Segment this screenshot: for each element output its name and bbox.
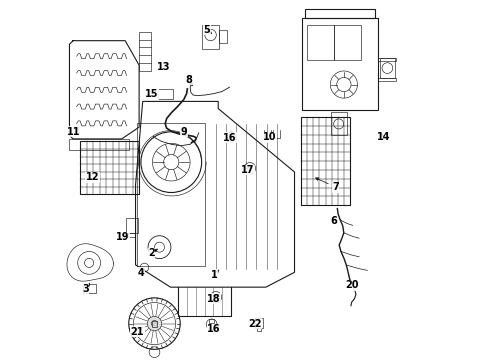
Text: 19: 19 [116, 232, 129, 242]
Text: 15: 15 [144, 89, 158, 99]
Text: 16: 16 [207, 324, 221, 334]
Text: 14: 14 [376, 132, 390, 142]
Bar [208, 319, 214, 323]
Text: 5: 5 [203, 25, 210, 35]
Bar [255, 318, 263, 328]
Bar [201, 25, 218, 49]
Text: 13: 13 [157, 63, 170, 72]
Bar [306, 24, 333, 60]
Bar [378, 78, 395, 81]
Text: 20: 20 [344, 280, 358, 291]
Bar [378, 58, 395, 61]
Bar [69, 139, 128, 150]
Text: 4: 4 [137, 268, 144, 278]
Bar [127, 233, 135, 237]
Bar [301, 18, 378, 111]
Text: 2: 2 [148, 248, 155, 258]
Text: 17: 17 [240, 165, 254, 175]
Text: 22: 22 [248, 319, 262, 329]
Bar [151, 320, 157, 327]
Bar [305, 9, 374, 18]
Bar [257, 328, 261, 331]
Bar [228, 132, 233, 136]
Bar [137, 123, 205, 266]
Circle shape [147, 316, 162, 331]
Bar [139, 32, 151, 71]
Text: 18: 18 [207, 294, 221, 303]
Bar [125, 218, 138, 233]
Bar [158, 89, 173, 99]
Bar [380, 58, 394, 78]
Bar [82, 284, 95, 293]
Bar [218, 30, 226, 43]
Text: 3: 3 [82, 284, 89, 294]
Bar [333, 24, 360, 60]
Bar [330, 112, 346, 135]
Bar [80, 141, 139, 194]
Text: 7: 7 [331, 182, 338, 192]
Text: 8: 8 [185, 75, 192, 85]
Bar [213, 294, 218, 300]
Text: 9: 9 [180, 127, 187, 137]
Text: 1: 1 [210, 270, 217, 280]
Text: 21: 21 [130, 327, 144, 337]
Text: 12: 12 [86, 172, 99, 182]
Text: 10: 10 [262, 132, 276, 142]
Text: 16: 16 [223, 133, 236, 143]
Text: 11: 11 [67, 127, 81, 137]
Bar [300, 117, 349, 205]
Text: 6: 6 [330, 216, 337, 226]
